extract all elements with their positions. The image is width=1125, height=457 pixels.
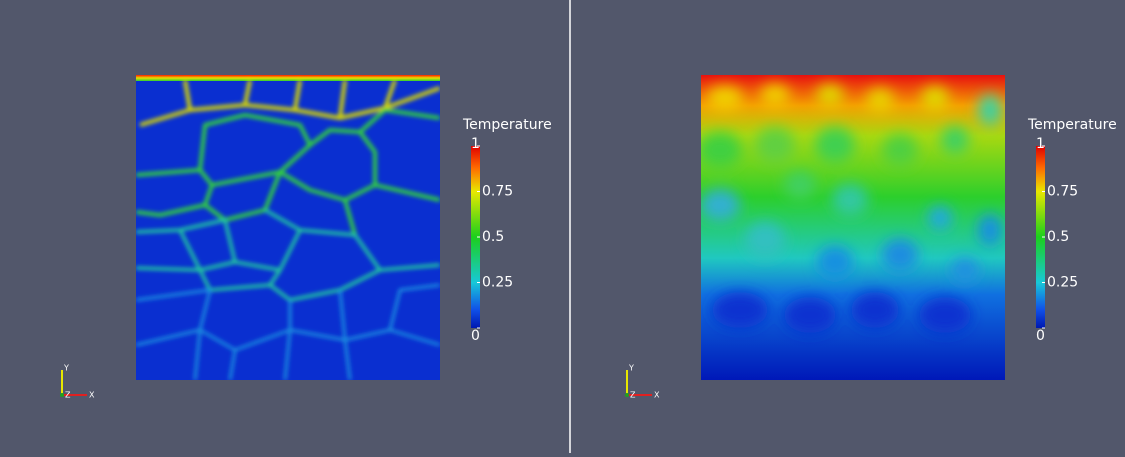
colorbar-tick-label: 0.75: [1047, 184, 1078, 200]
axis-label-x: X: [89, 391, 95, 400]
axis-label-x: X: [654, 391, 660, 400]
paraview-window: Temperature 1 0.75 0.5 0.25 0 Y X Z Temperature 1 0…: [0, 0, 1125, 453]
colorbar-tick-label: 1: [471, 136, 480, 152]
colorbar-tick-label: 1: [1036, 136, 1045, 152]
orientation-axes: Y X Z: [625, 364, 660, 400]
axis-label-y: Y: [63, 364, 69, 373]
axis-label-z: Z: [630, 391, 636, 400]
axis-z: [625, 393, 629, 397]
temperature-field-right: [698, 75, 1005, 380]
field-background: [701, 75, 1005, 380]
axis-z: [60, 393, 64, 397]
colorbar-tick-label: 0: [1036, 328, 1045, 344]
colorbar-title: Temperature: [1027, 117, 1117, 133]
colorbar-tick-label: 0.5: [482, 229, 504, 245]
axis-label-y: Y: [628, 364, 634, 373]
orientation-axes: Y X Z: [60, 364, 95, 400]
page: {"views": [ {"colorbar": {"title": "Temp…: [0, 0, 1125, 453]
colorbar-tick-label: 0.25: [1047, 275, 1078, 291]
temperature-field-left: [136, 75, 440, 380]
colorbar-tick-label: 0.5: [1047, 229, 1069, 245]
colorbar-tick-label: 0.75: [482, 184, 513, 200]
axis-label-z: Z: [65, 391, 71, 400]
colorbar-tick-label: 0: [471, 328, 480, 344]
colorbar-title: Temperature: [462, 117, 552, 133]
colorbar-tick-label: 0.25: [482, 275, 513, 291]
